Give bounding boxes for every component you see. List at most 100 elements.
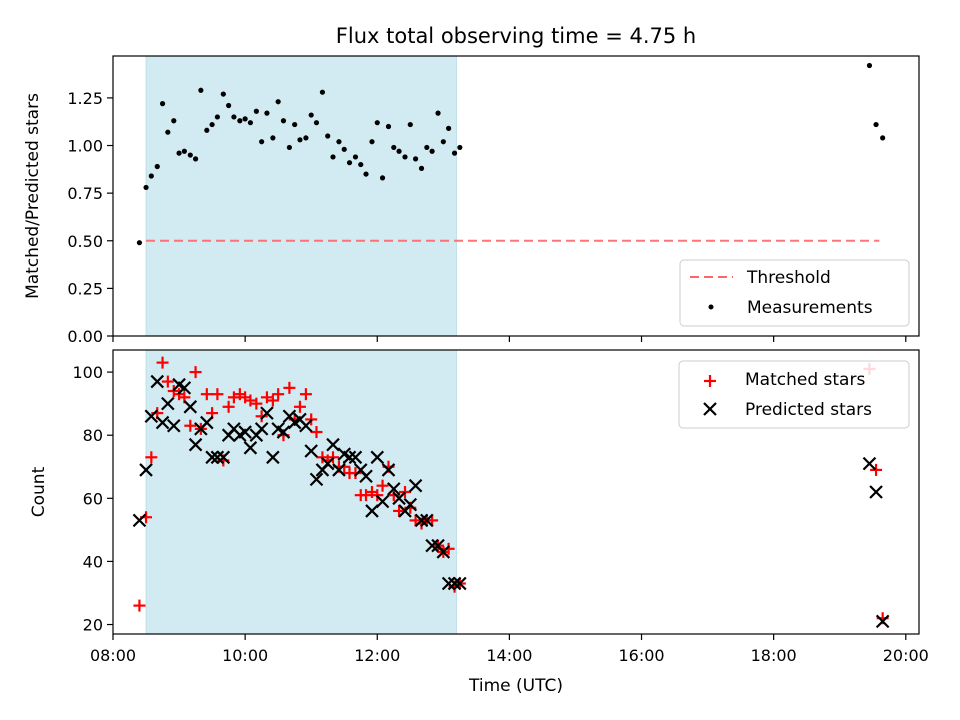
predicted-star-point (276, 425, 291, 439)
measurement-point (866, 62, 873, 69)
measurement-point (176, 150, 182, 156)
predicted-star-point (365, 504, 379, 518)
predicted-star-point (326, 437, 340, 452)
matched-star-point (349, 467, 362, 480)
predicted-star-point (188, 437, 203, 452)
measurement-point (379, 175, 386, 181)
measurement-point (242, 116, 248, 122)
predicted-star-point (139, 463, 153, 477)
matched-star-point (299, 388, 312, 401)
matched-star-point (293, 400, 306, 413)
top-legend-box (679, 259, 910, 327)
measurement-point (220, 91, 226, 97)
predicted-star-point (183, 400, 198, 414)
top-legend: Threshold Measurements (679, 259, 910, 327)
matched-star-point (222, 400, 235, 413)
measurement-point (226, 102, 232, 109)
x-tick-label: 20:00 (883, 646, 929, 665)
predicted-star-point (216, 450, 231, 465)
measurement-point (253, 108, 259, 114)
measurement-point (446, 125, 452, 131)
measurement-point (418, 165, 425, 171)
measurement-point (330, 154, 336, 160)
predicted-star-point (414, 513, 429, 528)
x-tick-label: 08:00 (90, 646, 136, 665)
bottom-y-tick-label: 40 (83, 552, 103, 571)
x-tick-label: 12:00 (354, 646, 400, 665)
predicted-star-point (243, 441, 258, 455)
measurement-point (412, 156, 419, 162)
predicted-star-point (381, 463, 396, 477)
measurement-point (209, 121, 215, 128)
matched-star-point (161, 375, 174, 388)
predicted-star-point (299, 418, 313, 433)
legend-threshold-label: Threshold (746, 268, 831, 288)
predicted-star-point (167, 418, 181, 433)
measurement-point (297, 137, 303, 143)
measurement-point (319, 89, 326, 95)
measurement-point (237, 118, 243, 124)
top-y-tick-label: 0.25 (67, 279, 103, 298)
predicted-star-point (348, 450, 363, 465)
measurement-point (171, 118, 177, 124)
measurement-point (204, 127, 210, 133)
measurement-point (214, 114, 220, 120)
bottom-y-tick-label: 60 (83, 489, 103, 508)
measurement-point (336, 139, 342, 145)
measurement-point (385, 123, 392, 130)
bottom-y-tick-label: 80 (83, 426, 103, 445)
predicted-star-point (332, 463, 346, 477)
predicted-star-point (155, 415, 170, 430)
legend-measurements-label: Measurements (747, 298, 873, 318)
matched-star-point (870, 463, 883, 476)
top-x-axis (112, 336, 907, 342)
matched-star-point (393, 504, 406, 517)
measurement-point (159, 101, 166, 107)
measurement-point (259, 139, 265, 145)
top-y-tick-label: 0.00 (67, 327, 103, 346)
top-shaded-span (145, 55, 458, 337)
matched-star-point (200, 388, 213, 401)
predicted-star-point (266, 450, 280, 465)
measurement-point (346, 160, 353, 166)
predicted-star-point (200, 415, 214, 430)
measurement-point (198, 87, 204, 93)
measurement-point (369, 139, 375, 145)
measurement-point (429, 148, 435, 154)
measurement-point (407, 121, 413, 128)
predicted-star-point (403, 497, 418, 512)
matched-star-point (266, 394, 279, 407)
measurement-point (363, 171, 369, 177)
measurement-point (435, 110, 441, 116)
measurement-point (231, 114, 237, 120)
measurement-point (181, 148, 187, 154)
legend-predicted-label: Predicted stars (745, 400, 872, 420)
legend-measurements-swatch (708, 304, 714, 310)
measurement-point (187, 152, 193, 158)
predicted-star-point (150, 374, 165, 389)
predicted-star-point (238, 425, 252, 439)
top-y-axis: 0.00 0.25 0.50 0.75 1.00 1.25 (67, 89, 113, 346)
x-tick-label: 10:00 (222, 646, 268, 665)
measurement-point (303, 135, 309, 141)
measurement-point (457, 144, 463, 151)
predicted-star-point (254, 422, 269, 436)
matched-star-point (310, 426, 323, 439)
bottom-panel: 20 40 60 80 100 08:00 10:00 12:00 14:00 16:00 18:… (29, 349, 929, 696)
bottom-y-axis-label: Count (29, 466, 49, 517)
measurement-point (352, 154, 359, 160)
measurement-point (451, 150, 458, 156)
top-y-tick-label: 1.25 (67, 89, 103, 108)
predicted-star-point (132, 513, 147, 528)
chart-title: Flux total observing time = 4.75 h (336, 24, 696, 48)
measurement-point (270, 135, 276, 141)
predicted-star-point (370, 450, 385, 465)
predicted-star-point (408, 478, 423, 493)
predicted-star-point (392, 491, 406, 506)
measurement-point (341, 146, 347, 152)
predicted-star-point (342, 450, 357, 465)
matched-star-point (250, 397, 263, 410)
measurement-point (264, 110, 270, 116)
matched-star-point (189, 366, 202, 379)
measurement-point (280, 118, 287, 124)
